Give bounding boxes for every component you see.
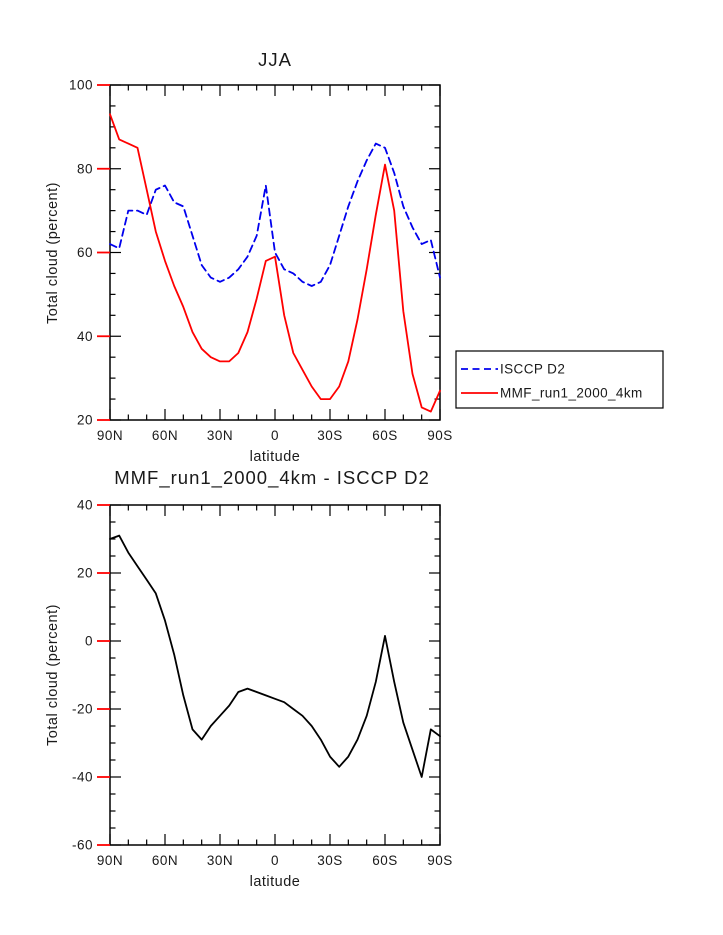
axis-ticks: 90N 60N 30N 0 30S 60S 90S -60 -40 -20 0 20 40 bbox=[72, 498, 453, 869]
series-line-mmf-run1-2000-4km bbox=[109, 113, 441, 413]
axis-ticks: 90N 60N 30N 0 30S 60S 90S 20 40 60 80 100 bbox=[69, 78, 453, 444]
y-tick-label: 0 bbox=[85, 634, 93, 649]
legend-label-mmf: MMF_run1_2000_4km bbox=[500, 386, 643, 401]
x-tick-label: 0 bbox=[271, 428, 279, 443]
top-chart-ylabel: Total cloud (percent) bbox=[45, 182, 61, 324]
legend: ISCCP D2 MMF_run1_2000_4km bbox=[455, 350, 664, 409]
x-tick-label: 30S bbox=[317, 853, 343, 868]
plot-frame bbox=[109, 84, 441, 421]
y-tick-label: 40 bbox=[77, 498, 93, 513]
x-tick-label: 30S bbox=[317, 428, 343, 443]
plot-frame bbox=[109, 504, 441, 846]
y-tick-label: 100 bbox=[69, 78, 93, 93]
y-tick-label: 80 bbox=[77, 161, 93, 176]
x-tick-label: 60S bbox=[372, 853, 398, 868]
y-tick-label: 20 bbox=[77, 566, 93, 581]
y-tick-label: -60 bbox=[72, 838, 93, 853]
bottom-chart-title: MMF_run1_2000_4km - ISCCP D2 bbox=[114, 467, 430, 489]
x-tick-label: 0 bbox=[271, 853, 279, 868]
x-tick-label: 30N bbox=[207, 853, 233, 868]
y-tick-label: -20 bbox=[72, 702, 93, 717]
x-tick-label: 60N bbox=[152, 428, 178, 443]
x-tick-label: 30N bbox=[207, 428, 233, 443]
bottom-chart-plot-area: 90N 60N 30N 0 30S 60S 90S -60 -40 -20 0 20 40 bbox=[72, 498, 453, 869]
series-line-isccp-d2 bbox=[109, 142, 441, 287]
legend-box bbox=[455, 350, 664, 409]
x-tick-label: 90N bbox=[97, 853, 123, 868]
bottom-chart-xlabel: latitude bbox=[250, 874, 301, 890]
top-chart-xlabel: latitude bbox=[250, 449, 301, 465]
x-tick-label: 90N bbox=[97, 428, 123, 443]
y-tick-label: 60 bbox=[77, 245, 93, 260]
x-tick-label: 90S bbox=[427, 853, 453, 868]
top-chart-title: JJA bbox=[258, 49, 292, 70]
bottom-chart-ylabel: Total cloud (percent) bbox=[45, 604, 61, 746]
y-tick-label: 20 bbox=[77, 413, 93, 428]
y-tick-label: -40 bbox=[72, 770, 93, 785]
x-tick-label: 60S bbox=[372, 428, 398, 443]
x-tick-label: 60N bbox=[152, 853, 178, 868]
legend-label-isccp: ISCCP D2 bbox=[500, 362, 565, 377]
top-chart-plot-area: 90N 60N 30N 0 30S 60S 90S 20 40 60 80 100 bbox=[69, 78, 453, 444]
series-line-mmf-run1-2000-4km-minus-isccp-d2 bbox=[109, 534, 441, 778]
x-tick-label: 90S bbox=[427, 428, 453, 443]
y-tick-label: 40 bbox=[77, 329, 93, 344]
